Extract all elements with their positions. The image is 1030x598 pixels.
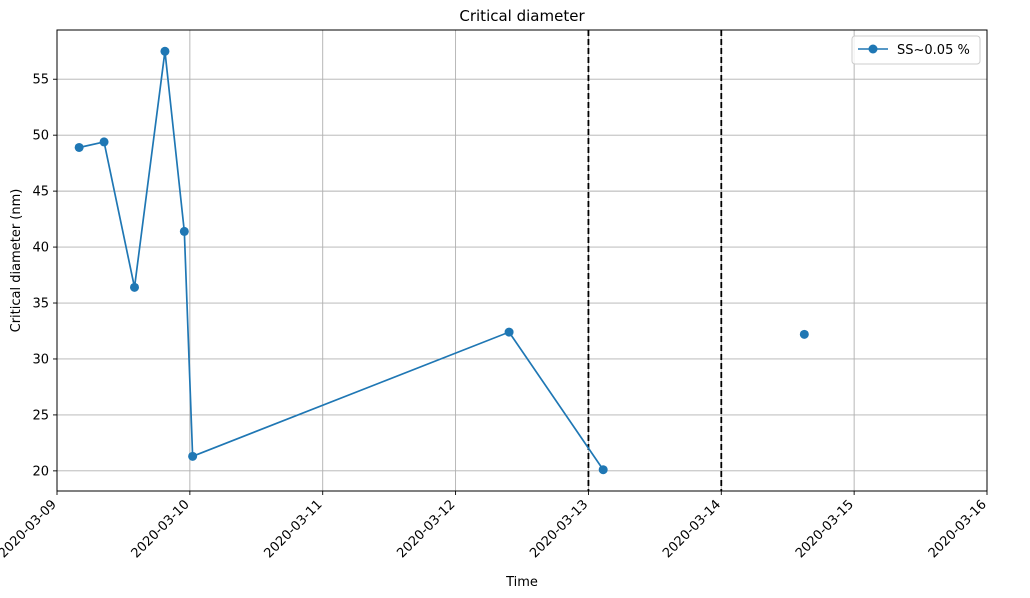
y-tick-label: 55 <box>32 73 49 88</box>
y-tick-label: 40 <box>32 241 49 256</box>
series-layer <box>74 46 809 475</box>
data-point <box>188 451 198 461</box>
data-point <box>598 465 608 475</box>
y-tick-label: 30 <box>32 352 49 367</box>
legend-marker <box>868 44 878 54</box>
data-point <box>799 329 809 339</box>
legend: SS~0.05 % <box>851 35 981 65</box>
data-point <box>179 226 189 236</box>
data-point <box>160 46 170 56</box>
legend-box <box>851 35 981 65</box>
x-axis-label: Time <box>505 575 538 590</box>
data-point <box>74 142 84 152</box>
y-tick-label: 20 <box>32 464 49 479</box>
y-axis-ticks: 20 25 30 35 40 45 50 55 <box>32 73 57 479</box>
y-tick-label: 45 <box>32 185 49 200</box>
series-line <box>78 50 604 471</box>
y-axis-label: Critical diameter (nm) <box>9 189 24 333</box>
y-tick-label: 25 <box>32 408 49 423</box>
data-point <box>99 137 109 147</box>
data-point <box>130 282 139 292</box>
data-point <box>504 327 514 337</box>
chart-title: Critical diameter <box>459 7 585 25</box>
reference-lines <box>587 30 723 491</box>
y-tick-label: 50 <box>32 129 49 144</box>
legend-label: SS~0.05 % <box>897 43 970 58</box>
y-tick-label: 35 <box>32 297 49 312</box>
axes-frame <box>56 29 988 492</box>
